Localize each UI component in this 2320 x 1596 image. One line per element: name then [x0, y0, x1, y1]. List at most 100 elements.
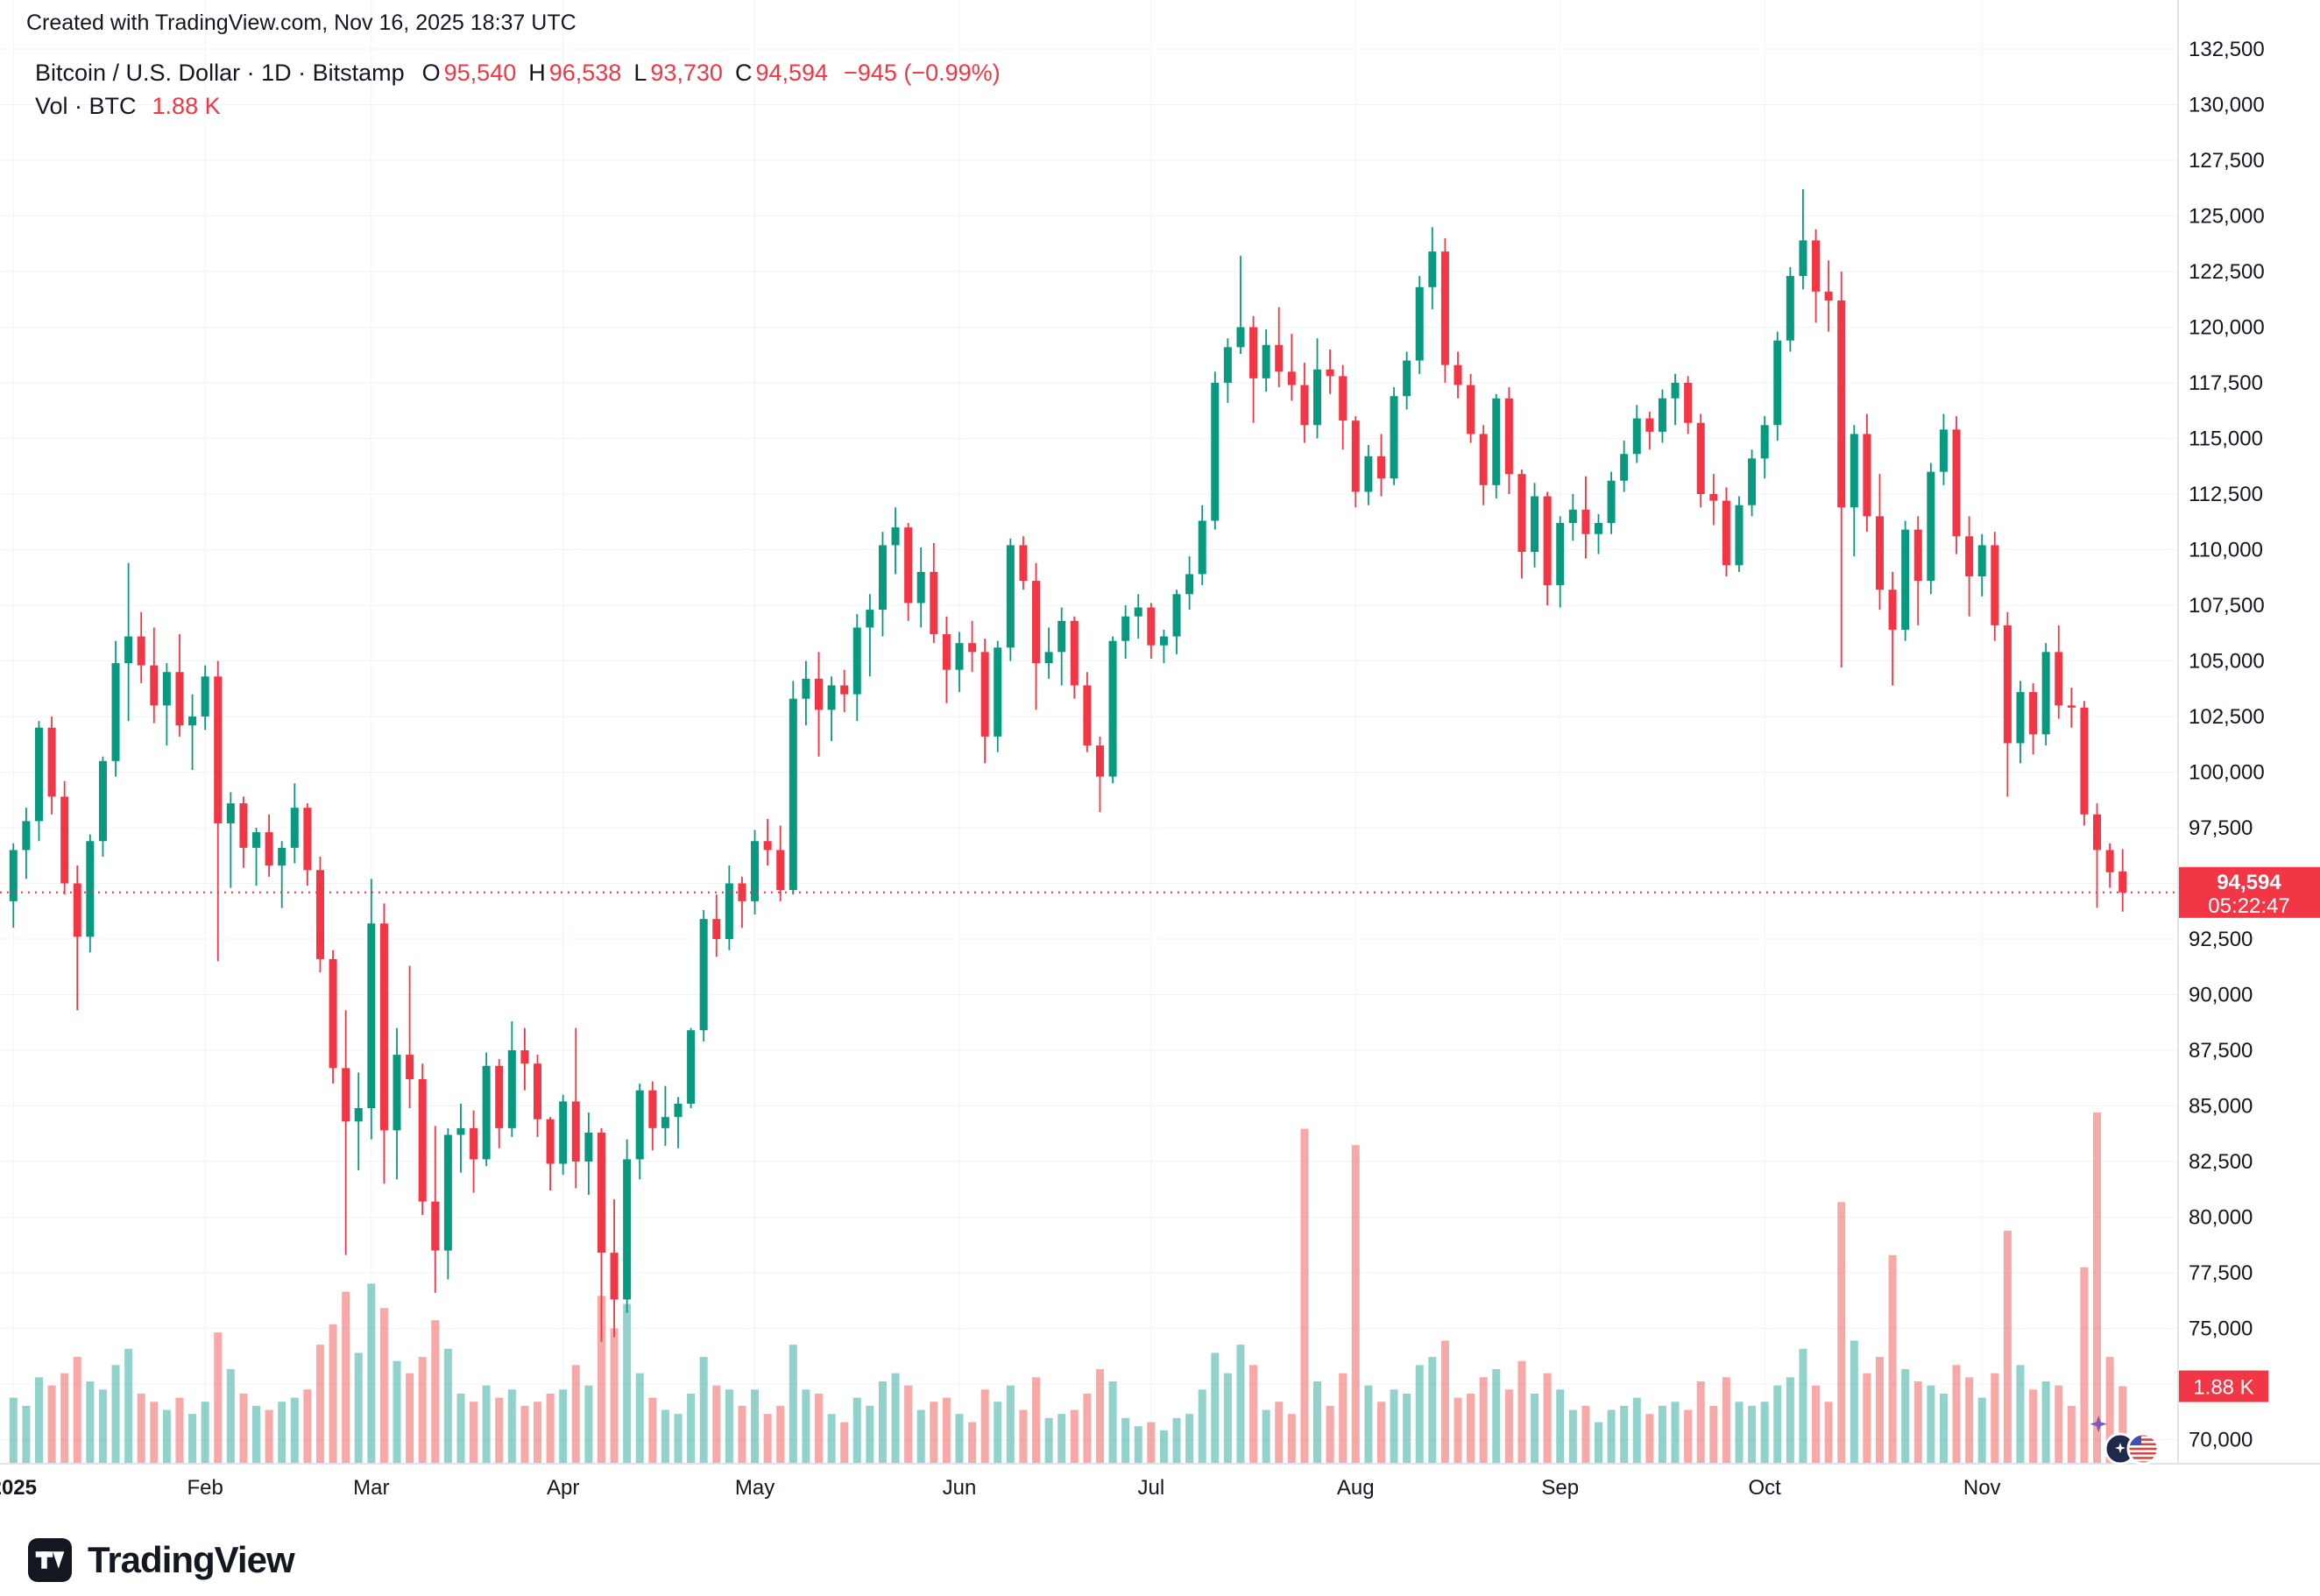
- low-pair: L 93,730: [633, 56, 723, 89]
- volume-bar: [994, 1402, 1002, 1463]
- candle-body: [1824, 291, 1833, 301]
- volume-bar: [584, 1385, 593, 1463]
- volume-bar: [1952, 1365, 1961, 1463]
- volume-bar: [1773, 1385, 1782, 1463]
- close-value: 94,594: [755, 60, 829, 86]
- volume-bar: [1645, 1414, 1654, 1463]
- candle-body: [1504, 398, 1513, 475]
- volume-bar: [980, 1389, 989, 1463]
- candle-body: [456, 1127, 465, 1135]
- volume-bar: [188, 1414, 197, 1463]
- volume-bar: [1108, 1381, 1117, 1463]
- price-scale[interactable]: [2180, 0, 2320, 1464]
- time-tick-label: Apr: [547, 1476, 579, 1500]
- candle-body: [1812, 240, 1821, 292]
- candle-body: [1760, 425, 1769, 459]
- volume-bar: [1262, 1409, 1270, 1463]
- volume-bar: [546, 1393, 555, 1463]
- volume-bar: [1760, 1402, 1769, 1463]
- high-label: H: [528, 60, 546, 86]
- volume-bar: [278, 1402, 286, 1463]
- candle-body: [9, 850, 18, 901]
- time-tick-label: May: [735, 1476, 775, 1500]
- volume-bar: [507, 1389, 516, 1463]
- candle-body: [1595, 523, 1602, 534]
- candle-body: [60, 796, 69, 884]
- volume-badge-label: 1.88 K: [2193, 1376, 2253, 1400]
- volume-bar: [265, 1409, 273, 1463]
- candle-body: [1403, 360, 1411, 397]
- price-tick-label: 107,500: [2189, 594, 2265, 618]
- volume-bar: [1440, 1340, 1449, 1463]
- candle-body: [751, 841, 760, 901]
- candle-body: [571, 1101, 580, 1162]
- volume-bar: [840, 1422, 849, 1463]
- volume-label[interactable]: Vol · BTC: [35, 93, 137, 119]
- time-tick-label: Oct: [1749, 1476, 1782, 1500]
- volume-bar: [1658, 1405, 1666, 1463]
- volume-bar: [1390, 1389, 1398, 1463]
- volume-bar: [1095, 1369, 1104, 1463]
- volume-bar: [1249, 1365, 1258, 1463]
- volume-bar: [1786, 1377, 1794, 1463]
- candle-body: [1556, 523, 1565, 586]
- volume-bar: [610, 1328, 619, 1463]
- candle-body: [354, 1108, 363, 1122]
- volume-bar: [1799, 1348, 1807, 1463]
- volume-bar: [661, 1409, 669, 1463]
- candle-body: [1607, 480, 1616, 524]
- volume-bar: [214, 1332, 223, 1463]
- price-tick-label: 122,500: [2189, 260, 2265, 284]
- volume-bar: [47, 1385, 56, 1463]
- candle-body: [2003, 625, 2012, 744]
- symbol-title[interactable]: Bitcoin / U.S. Dollar · 1D · Bitstamp: [35, 60, 405, 86]
- candle-body: [507, 1050, 516, 1128]
- volume-bar: [1057, 1414, 1066, 1463]
- volume-bar: [1901, 1369, 1910, 1463]
- volume-bar: [1504, 1389, 1513, 1463]
- volume-bar: [1403, 1393, 1411, 1463]
- volume-bar: [1581, 1405, 1590, 1463]
- candle-body: [1275, 344, 1284, 372]
- volume-bar: [315, 1345, 324, 1463]
- time-scale[interactable]: [0, 1465, 2320, 1527]
- volume-bar: [1223, 1373, 1232, 1463]
- candle-body: [1313, 369, 1322, 426]
- volume-bar: [1556, 1389, 1565, 1463]
- candle-body: [214, 676, 223, 823]
- candle-body: [904, 527, 913, 604]
- candle-body: [776, 850, 785, 891]
- candle-body: [1262, 344, 1270, 378]
- candle-body: [712, 919, 721, 939]
- candle-body: [34, 727, 43, 822]
- legend-row-volume: Vol · BTC 1.88 K: [35, 89, 1001, 123]
- candle-body: [1901, 529, 1910, 630]
- candle-body: [1965, 536, 1974, 576]
- candle-body: [1581, 509, 1590, 534]
- volume-bar: [725, 1389, 733, 1463]
- candle-body: [98, 760, 107, 842]
- volume-bar: [342, 1291, 350, 1463]
- candle-body: [559, 1101, 568, 1164]
- volume-bar: [201, 1402, 209, 1463]
- time-tick-label: Mar: [353, 1476, 389, 1500]
- tradingview-branding[interactable]: TradingView: [28, 1538, 295, 1582]
- candle-body: [1300, 385, 1309, 426]
- price-tick-label: 127,500: [2189, 149, 2265, 173]
- volume-bar: [520, 1405, 529, 1463]
- candle-body: [2055, 652, 2063, 706]
- volume-bar: [1543, 1373, 1552, 1463]
- candle-body: [1032, 581, 1041, 664]
- open-pair: O 95,540: [422, 56, 517, 89]
- volume-bar: [1991, 1373, 1999, 1463]
- candle-body: [1773, 340, 1782, 426]
- candle-body: [290, 808, 299, 848]
- candle-body: [1185, 574, 1194, 595]
- candle-body: [1364, 455, 1373, 492]
- volume-bar: [1888, 1254, 1897, 1463]
- volume-bar: [1134, 1426, 1142, 1463]
- candle-body: [226, 803, 235, 823]
- candle-body: [955, 643, 964, 670]
